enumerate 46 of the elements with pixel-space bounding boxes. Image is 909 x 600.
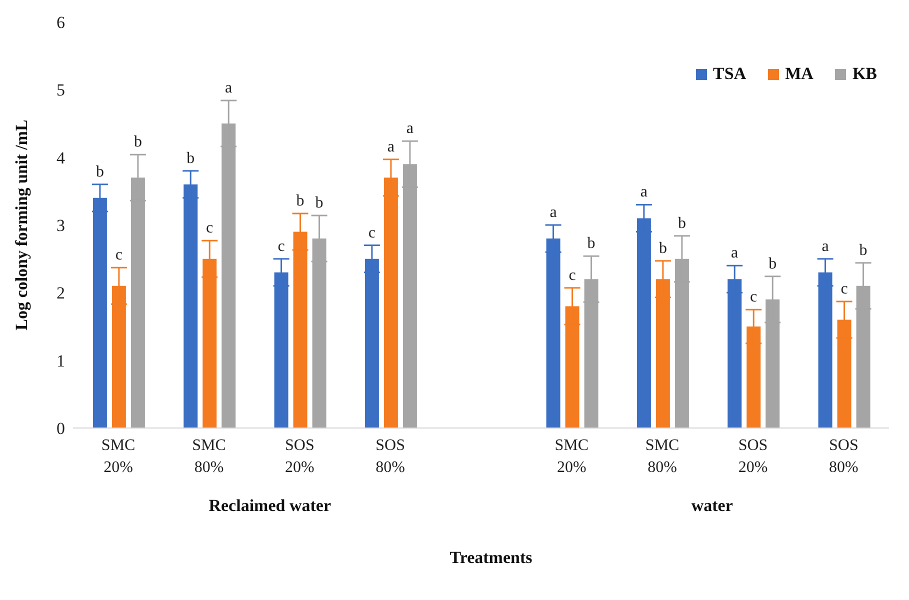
data-label: c <box>840 280 848 298</box>
data-label: a <box>822 238 829 255</box>
data-label: c <box>278 238 285 255</box>
data-label: b <box>859 242 868 259</box>
data-label: a <box>640 184 648 201</box>
text: Reclaimed water <box>208 496 332 516</box>
x-tick-label: SOS 20% <box>284 437 314 476</box>
data-label: c <box>368 224 376 242</box>
y-tick-label: 1 <box>56 351 65 370</box>
text: water <box>690 496 734 516</box>
y-tick-label: 2 <box>56 284 65 303</box>
data-label: b <box>587 235 596 252</box>
data-label: b <box>96 163 104 180</box>
data-label: c <box>115 246 122 264</box>
data-label: a <box>731 244 738 262</box>
y-axis-title: Log colony forming unit /mL <box>12 120 32 330</box>
y-tick-label: 4 <box>56 148 66 168</box>
data-label: b <box>296 192 304 210</box>
x-tick-label: SMC 80% <box>192 437 226 476</box>
y-tick-label: 5 <box>56 80 65 100</box>
data-label: b <box>186 150 195 167</box>
data-label: b <box>315 194 324 212</box>
data-label: b <box>134 134 142 151</box>
legend-label: TSA <box>712 64 746 84</box>
data-label: a <box>225 79 232 96</box>
data-label: a <box>387 138 394 156</box>
y-tick-label: 0 <box>56 419 65 438</box>
legend-label: KB <box>851 64 877 84</box>
x-tick-label: SOS 20% <box>738 437 768 476</box>
x-tick-label: SMC 20% <box>101 437 136 476</box>
x-axis-title: Treatments <box>448 548 534 568</box>
x-tick-label: SMC 20% <box>554 437 589 476</box>
data-label: a <box>406 120 414 138</box>
data-label: c <box>206 220 214 237</box>
x-tick-label: SOS 80% <box>376 437 406 476</box>
data-label: c <box>568 266 576 284</box>
legend-label: MA <box>784 64 814 84</box>
data-label: b <box>658 240 667 257</box>
data-label: b <box>768 255 777 272</box>
data-label: b <box>678 214 686 232</box>
data-label: c <box>750 288 758 306</box>
x-tick-label: SOS 80% <box>828 437 858 476</box>
y-tick-label: 3 <box>56 216 65 236</box>
y-tick-label: 6 <box>56 13 65 32</box>
x-tick-label: SMC 80% <box>645 437 680 476</box>
data-label: a <box>550 204 557 221</box>
